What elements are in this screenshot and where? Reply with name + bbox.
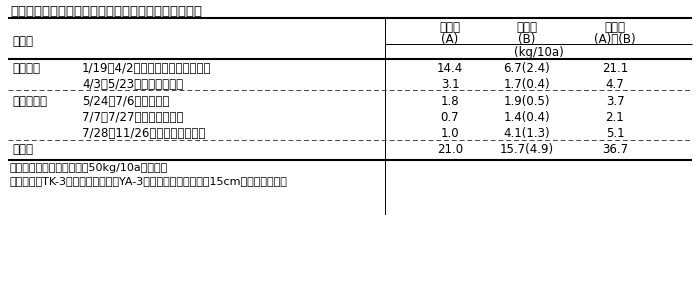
Text: レタス作: レタス作 xyxy=(12,62,40,75)
Text: 表２　豚ぷん及び土壌からの無機態窒素放出量の推定: 表２ 豚ぷん及び土壌からの無機態窒素放出量の推定 xyxy=(10,5,202,18)
Text: 14.4: 14.4 xyxy=(437,62,463,75)
Text: 15.7(4.9): 15.7(4.9) xyxy=(500,143,554,156)
Text: (A)＋(B): (A)＋(B) xyxy=(594,33,636,46)
Text: 36.7: 36.7 xyxy=(602,143,628,156)
Text: (A): (A) xyxy=(442,33,458,46)
Text: 合　計: 合 計 xyxy=(12,143,33,156)
Text: 1.9(0.5): 1.9(0.5) xyxy=(504,95,550,108)
Text: 3.7: 3.7 xyxy=(606,95,624,108)
Text: 1/19～4/2（豚ぷん施用後無作付）: 1/19～4/2（豚ぷん施用後無作付） xyxy=(82,62,211,75)
Text: 1.8: 1.8 xyxy=(441,95,459,108)
Text: 土壌：TK-3の場合，（）内はYA-3の場合（いずれも作土15cmについて評価）: 土壌：TK-3の場合，（）内はYA-3の場合（いずれも作土15cmについて評価） xyxy=(10,176,288,186)
Text: 5.1: 5.1 xyxy=(606,127,624,140)
Text: 土　壌: 土 壌 xyxy=(517,21,538,34)
Text: 4.7: 4.7 xyxy=(606,78,624,91)
Text: 4/3～5/23（レタス作付）: 4/3～5/23（レタス作付） xyxy=(82,78,183,91)
Text: 7/7～7/27（太陽熱処理）: 7/7～7/27（太陽熱処理） xyxy=(82,111,183,124)
Text: ニンジン作: ニンジン作 xyxy=(12,95,47,108)
Text: 1.0: 1.0 xyxy=(441,127,459,140)
Text: 21.0: 21.0 xyxy=(437,143,463,156)
Text: 供給量: 供給量 xyxy=(605,21,626,34)
Text: (B): (B) xyxy=(518,33,536,46)
Text: 4.1(1.3): 4.1(1.3) xyxy=(504,127,550,140)
Text: 豚ぷん: 豚ぷん xyxy=(440,21,461,34)
Text: 期　間: 期 間 xyxy=(12,35,33,48)
Text: 1.7(0.4): 1.7(0.4) xyxy=(504,78,550,91)
Text: 3.1: 3.1 xyxy=(441,78,459,91)
Text: 7/28～11/26（ニンジン作付）: 7/28～11/26（ニンジン作付） xyxy=(82,127,205,140)
Text: 6.7(2.4): 6.7(2.4) xyxy=(503,62,550,75)
Text: (kg/10a): (kg/10a) xyxy=(514,46,564,59)
Text: 0.7: 0.7 xyxy=(441,111,459,124)
Text: 1.4(0.4): 1.4(0.4) xyxy=(504,111,550,124)
Text: 21.1: 21.1 xyxy=(602,62,628,75)
Text: 2.1: 2.1 xyxy=(606,111,624,124)
Text: 注）豚ぷん：全窒素として50kg/10a相当施用: 注）豚ぷん：全窒素として50kg/10a相当施用 xyxy=(10,163,168,173)
Text: 5/24～7/6（無作付）: 5/24～7/6（無作付） xyxy=(82,95,169,108)
